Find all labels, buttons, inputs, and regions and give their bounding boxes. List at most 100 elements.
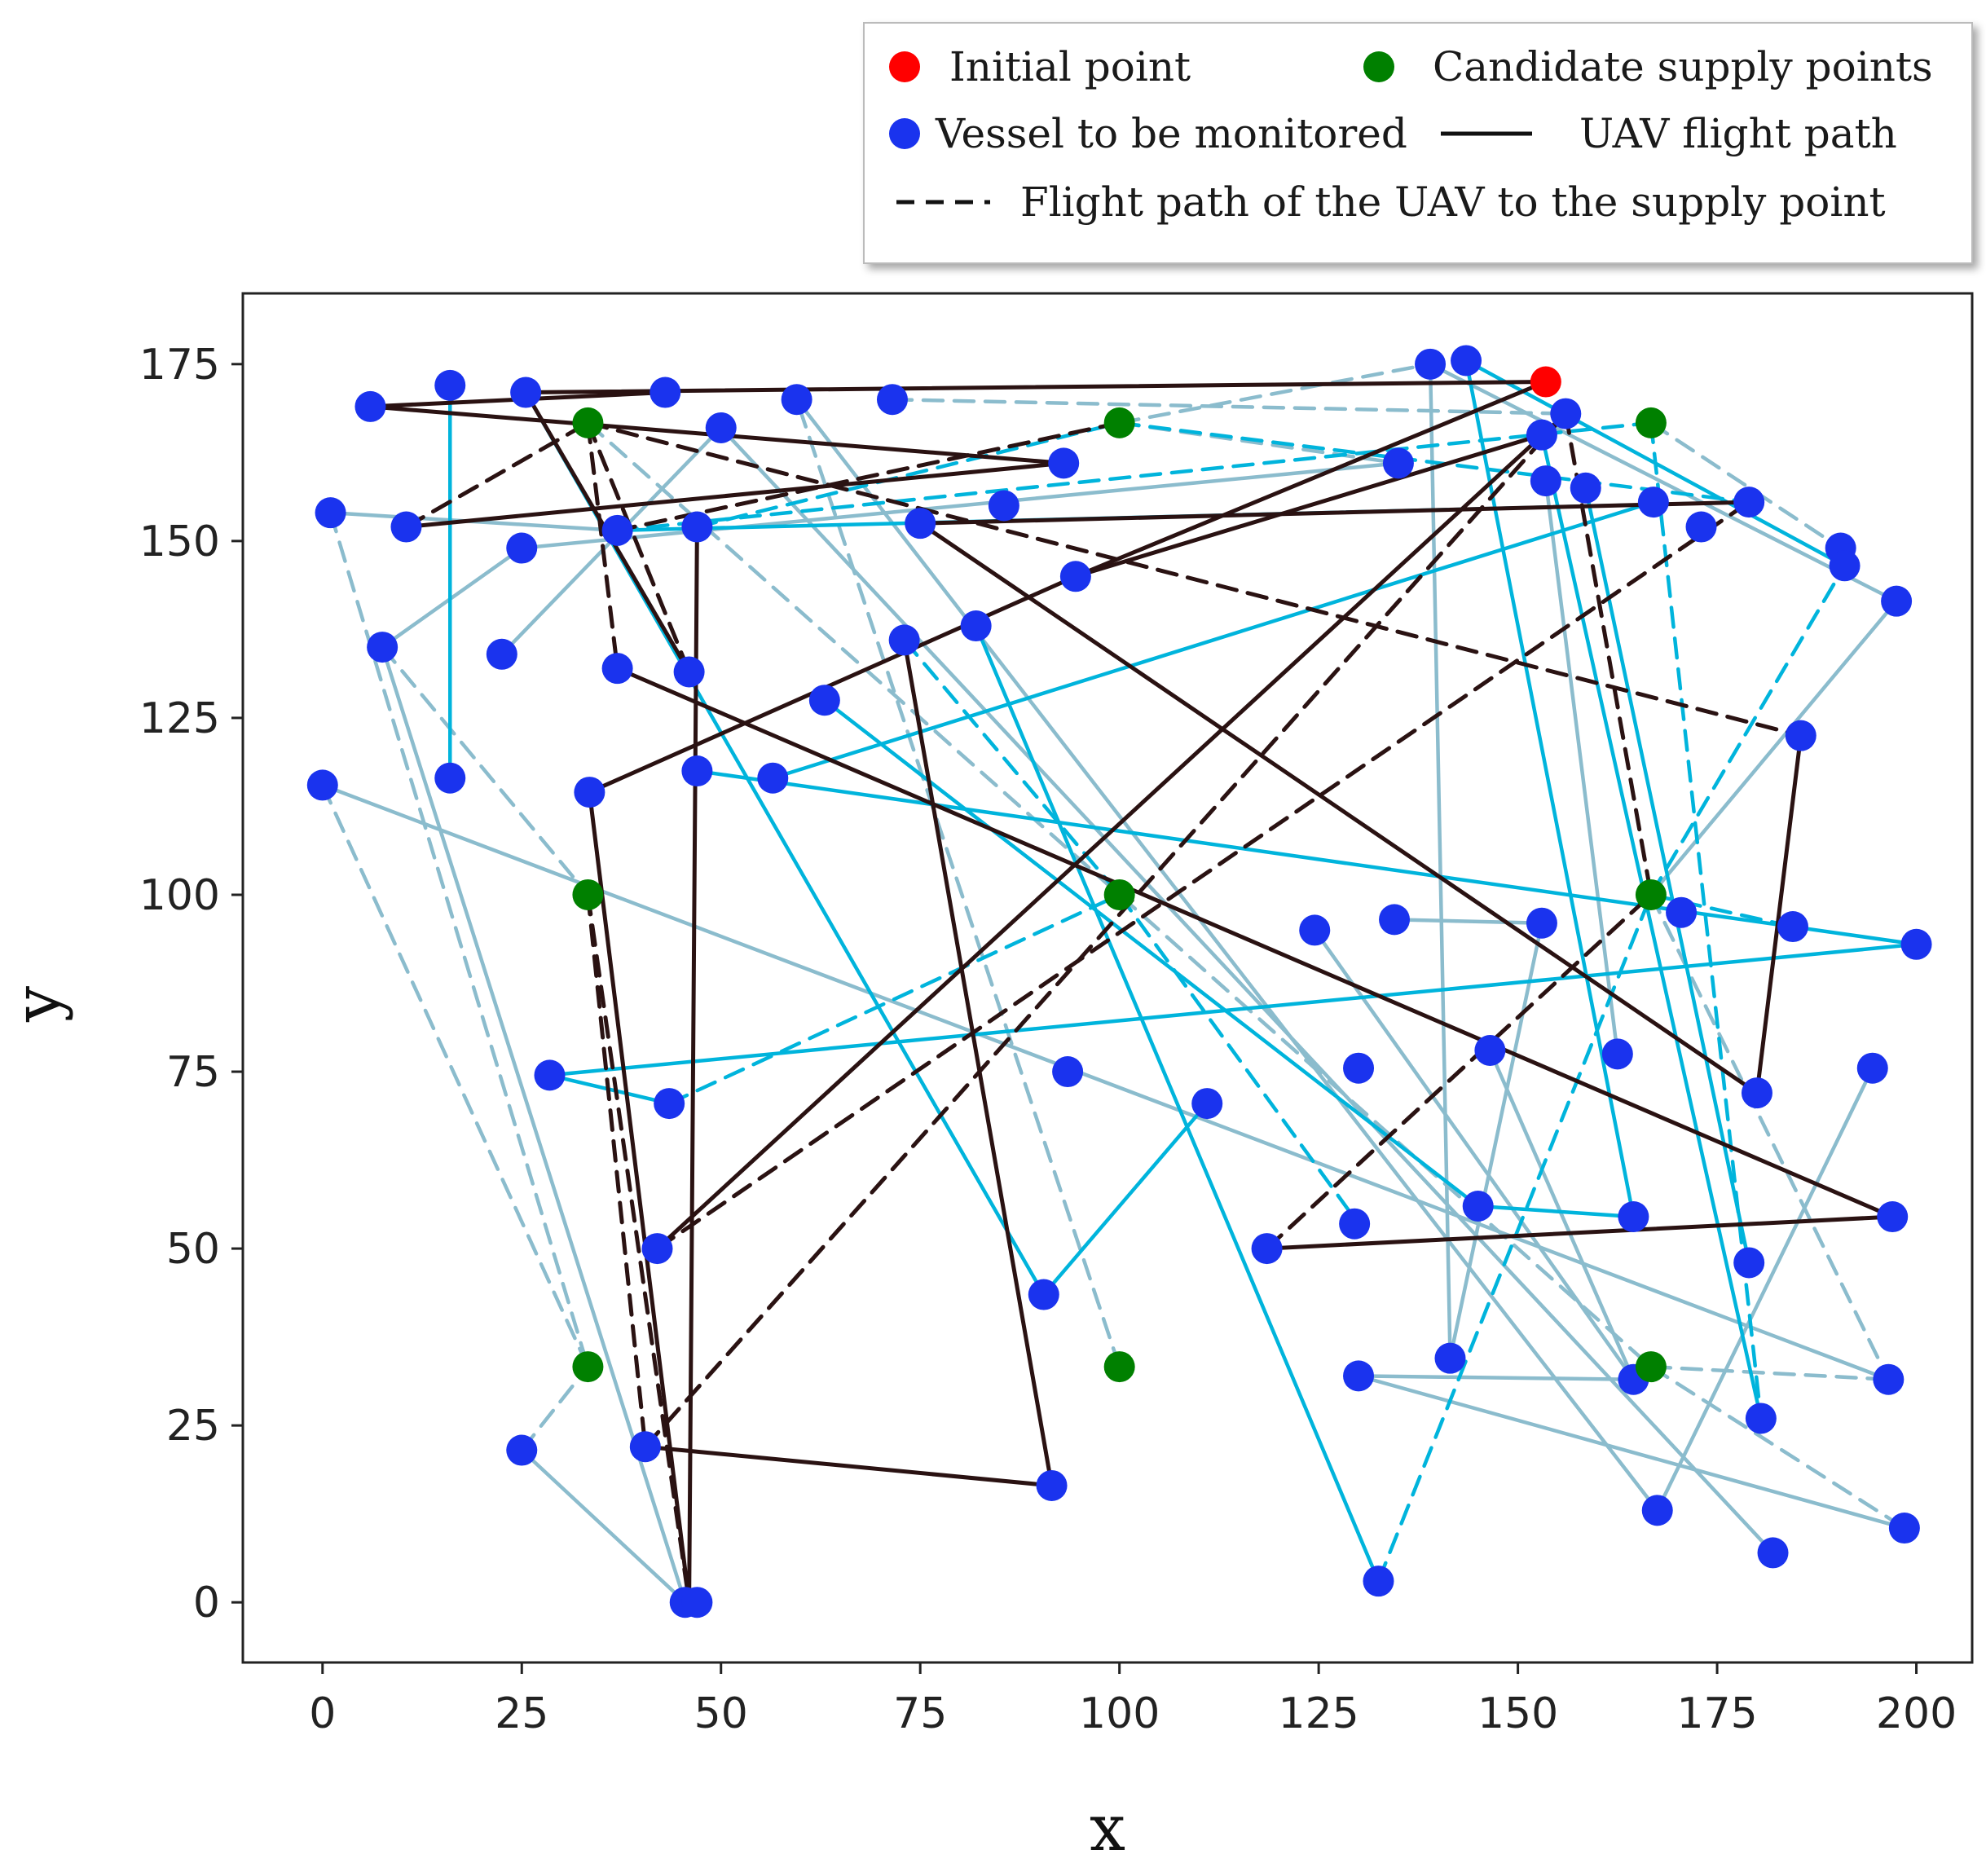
supply-path-segment-dark-route bbox=[585, 421, 620, 671]
vessel-point bbox=[1785, 720, 1816, 751]
vessel-point bbox=[1036, 1469, 1068, 1501]
supply-point bbox=[1635, 407, 1667, 438]
flight-path-segment-cyan-route bbox=[1583, 486, 1751, 1265]
vessel-point bbox=[315, 497, 346, 529]
supply-path-segment-light-route bbox=[795, 397, 1121, 1369]
vessel-point bbox=[1856, 1052, 1888, 1084]
flight-path-segment-cyan-route bbox=[1464, 359, 1636, 1219]
y-axis-label: y bbox=[1, 986, 74, 1023]
vessel-point bbox=[1601, 1038, 1633, 1070]
vessel-point bbox=[1685, 511, 1717, 543]
vessel-point bbox=[1877, 1201, 1909, 1233]
plot-frame bbox=[241, 292, 1974, 1664]
vessel-point bbox=[510, 377, 542, 408]
flight-path-segment-light-route bbox=[1428, 362, 1452, 1360]
supply-point bbox=[1635, 879, 1667, 910]
vessel-point bbox=[705, 412, 737, 443]
x-tick-label: 200 bbox=[1876, 1689, 1957, 1738]
supply-path-segment-dark-route bbox=[585, 421, 1803, 738]
vessel-point bbox=[1451, 345, 1482, 377]
flight-path-segment-dark-route bbox=[654, 412, 1568, 1251]
vessel-point bbox=[1299, 914, 1331, 946]
supply-path-segment-light-route bbox=[1117, 362, 1433, 425]
vessel-point bbox=[650, 377, 681, 408]
supply-path-segment-cyan-route bbox=[1649, 564, 1847, 897]
supply-point bbox=[1103, 407, 1135, 438]
vessel-point bbox=[1618, 1201, 1649, 1233]
supply-path-segment-light-route bbox=[328, 510, 590, 1369]
vessel-point bbox=[601, 653, 633, 685]
vessel-point bbox=[1881, 585, 1913, 617]
route-lines bbox=[320, 359, 1918, 1605]
flight-path-segment-cyan-route bbox=[548, 942, 1918, 1077]
vessel-point bbox=[534, 1059, 566, 1091]
supply-path-segment-dark-route bbox=[615, 421, 1122, 533]
vessel-point bbox=[673, 656, 705, 688]
vessel-point bbox=[1777, 911, 1808, 943]
legend-label-supply-path: Flight path of the UAV to the supply poi… bbox=[1020, 178, 1886, 226]
supply-path-segment-cyan-route bbox=[695, 421, 1121, 529]
supply-point bbox=[1103, 879, 1135, 910]
flight-path-segment-dark-route bbox=[918, 500, 1751, 526]
flight-path-segment-dark-route bbox=[1755, 733, 1803, 1095]
vessel-point bbox=[905, 508, 936, 539]
supply-path-segment-dark-route bbox=[1265, 892, 1654, 1251]
vessel-point bbox=[681, 511, 713, 543]
legend: Initial point Candidate supply points Ve… bbox=[863, 22, 1973, 264]
vessel-point bbox=[1339, 1208, 1371, 1240]
vessel-point bbox=[1888, 1513, 1920, 1544]
vessel-point bbox=[1363, 1566, 1394, 1597]
vessel-point bbox=[1641, 1495, 1673, 1526]
vessel-point bbox=[1550, 398, 1582, 429]
vessel-point bbox=[1434, 1342, 1466, 1374]
supply-path-segment-dark-route bbox=[585, 421, 692, 674]
vessel-point bbox=[1637, 487, 1669, 518]
vessel-point bbox=[1191, 1088, 1223, 1120]
supply-path-segment-cyan-route bbox=[902, 638, 1121, 897]
supply-path-segment-cyan-route bbox=[1649, 892, 1795, 929]
supply-point bbox=[572, 1351, 604, 1383]
flight-path-segment-cyan-route bbox=[1041, 1101, 1209, 1297]
vessel-point bbox=[601, 514, 633, 546]
vessel-point bbox=[888, 624, 920, 656]
supply-path-segment-light-route bbox=[1649, 1364, 1907, 1530]
vessel-point bbox=[1048, 447, 1080, 479]
vessel-point bbox=[1829, 550, 1860, 582]
vessel-point bbox=[654, 1088, 685, 1120]
y-tick-label: 125 bbox=[139, 694, 220, 743]
y-tick-label: 50 bbox=[166, 1225, 220, 1274]
flight-path-segment-light-route bbox=[1543, 478, 1620, 1056]
vessel-point bbox=[1530, 465, 1561, 497]
flight-path-segment-dark-route bbox=[1073, 380, 1548, 579]
vessel-point bbox=[1059, 561, 1091, 592]
legend-label-uav-path: UAV flight path bbox=[1579, 110, 1897, 157]
vessel-point bbox=[1343, 1360, 1375, 1392]
flight-path-segment-light-route bbox=[719, 425, 1775, 1555]
flight-path-segment-light-route bbox=[520, 1448, 687, 1605]
vessel-point bbox=[1741, 1077, 1772, 1109]
supply-point bbox=[572, 879, 604, 910]
vessel-point bbox=[629, 1431, 661, 1463]
supply-path-segment-dark-route bbox=[654, 500, 1751, 1251]
vessel-point bbox=[781, 384, 812, 416]
x-tick-label: 175 bbox=[1676, 1689, 1757, 1738]
flight-path-segment-light-route bbox=[380, 546, 524, 650]
point-markers bbox=[306, 345, 1932, 1618]
y-tick-label: 0 bbox=[193, 1579, 220, 1627]
flight-path-segment-dark-route bbox=[587, 790, 692, 1605]
legend-label-initial: Initial point bbox=[949, 43, 1191, 90]
flight-path-segment-dark-route bbox=[615, 666, 1895, 1219]
flight-path-segment-light-route bbox=[520, 461, 1401, 550]
x-tick-label: 75 bbox=[893, 1689, 947, 1738]
flight-path-segment-dark-route bbox=[1073, 433, 1544, 579]
flight-path-segment-light-route bbox=[1649, 599, 1899, 897]
y-tick-label: 25 bbox=[166, 1402, 220, 1451]
flight-path-segment-dark-route bbox=[403, 460, 1066, 530]
legend-label-supply: Candidate supply points bbox=[1433, 43, 1933, 90]
vessel-point bbox=[1733, 487, 1765, 518]
flight-path-segment-light-route bbox=[1356, 1374, 1636, 1381]
vessel-point bbox=[641, 1233, 673, 1265]
vessel-point bbox=[1052, 1056, 1084, 1088]
x-tick-label: 125 bbox=[1279, 1689, 1359, 1738]
supply-path-segment-light-route bbox=[380, 645, 590, 897]
